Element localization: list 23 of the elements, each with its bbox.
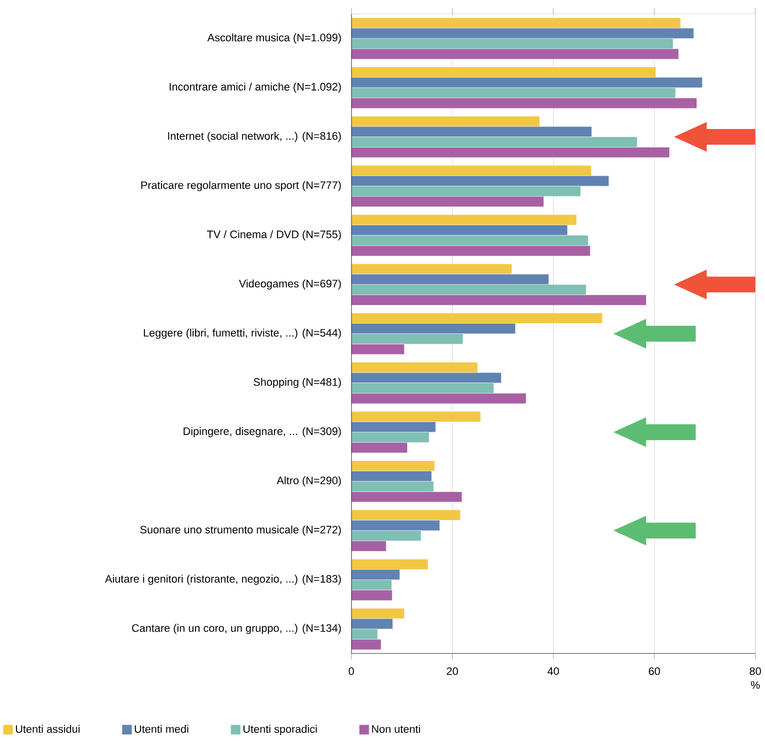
y-tick-label: Videogames (N=697) [238,280,341,290]
x-axis-title: % [750,681,760,689]
y-tick-label: TV / Cinema / DVD (N=755) [207,230,341,241]
x-tick-label: 60 [648,667,660,676]
y-tick-label: Suonare uno strumento musicale (N=272) [140,526,341,536]
y-tick-label: Incontrare amici / amiche (N=1.092) [170,82,341,93]
x-tick-label: 20 [446,667,458,676]
y-tick-label: Leggere (libri, fumetti, riviste, ...) (N=544) [144,328,341,339]
y-tick-label: Altro (N=290) [276,476,341,487]
y-tick-label: Aiutare i genitori (ristorante, negozio, ...) (N=183) [105,574,341,586]
legend-label: Utenti sporadici [244,725,317,736]
legend-label: Non utenti [372,725,420,734]
legend-label: Utenti assidui [16,725,80,734]
legend-label: Utenti medi [134,725,188,734]
x-tick-label: 40 [548,667,559,676]
y-tick-label: Ascoltare musica (N=1.099) [207,34,341,44]
x-tick-label: 80 [750,667,761,676]
y-tick-label: Shopping (N=481) [254,378,341,388]
y-tick-label: Internet (social network, ...) (N=816) [168,132,341,142]
x-tick-label: 0 [348,667,354,676]
y-tick-label: Praticare regolarmente uno sport (N=777) [141,181,341,192]
y-tick-label: Cantare (in un coro, un gruppo, ...) (N=134) [132,624,341,634]
y-tick-label: Dipingere, disegnare, ... (N=309) [184,427,341,438]
